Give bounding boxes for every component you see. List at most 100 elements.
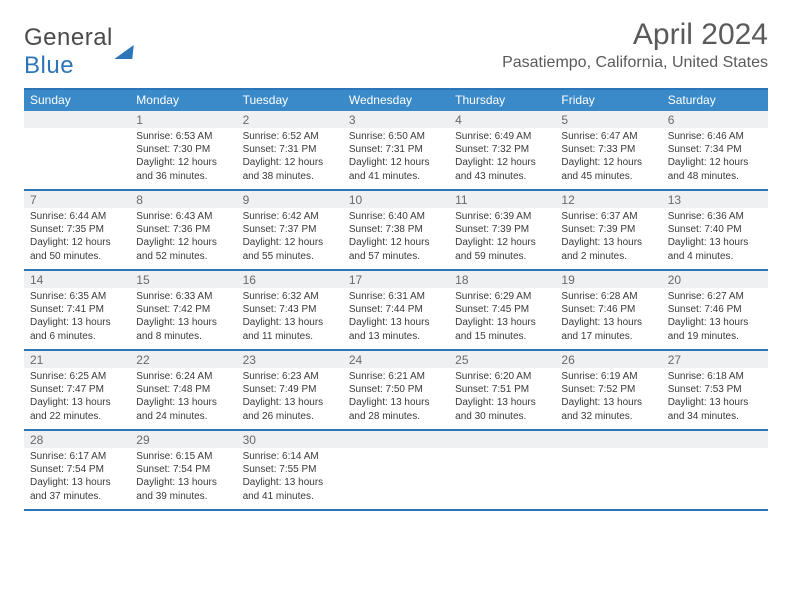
daylight-text: Daylight: 12 hours and 57 minutes.	[349, 236, 443, 262]
day-body: Sunrise: 6:44 AMSunset: 7:35 PMDaylight:…	[24, 208, 130, 267]
day-number: 26	[555, 351, 661, 368]
sunrise-text: Sunrise: 6:52 AM	[243, 130, 337, 143]
sunset-text: Sunset: 7:40 PM	[668, 223, 762, 236]
day-body: Sunrise: 6:15 AMSunset: 7:54 PMDaylight:…	[130, 448, 236, 507]
day-number: 22	[130, 351, 236, 368]
sunrise-text: Sunrise: 6:42 AM	[243, 210, 337, 223]
sunset-text: Sunset: 7:46 PM	[561, 303, 655, 316]
day-cell: 26Sunrise: 6:19 AMSunset: 7:52 PMDayligh…	[555, 351, 661, 429]
daylight-text: Daylight: 12 hours and 59 minutes.	[455, 236, 549, 262]
daylight-text: Daylight: 12 hours and 48 minutes.	[668, 156, 762, 182]
daylight-text: Daylight: 12 hours and 50 minutes.	[30, 236, 124, 262]
sunset-text: Sunset: 7:39 PM	[455, 223, 549, 236]
day-number: 3	[343, 111, 449, 128]
day-number: 24	[343, 351, 449, 368]
sunset-text: Sunset: 7:44 PM	[349, 303, 443, 316]
month-title: April 2024	[502, 18, 768, 52]
day-body	[343, 448, 449, 454]
day-cell: 15Sunrise: 6:33 AMSunset: 7:42 PMDayligh…	[130, 271, 236, 349]
day-number: 28	[24, 431, 130, 448]
day-number: 25	[449, 351, 555, 368]
sunrise-text: Sunrise: 6:32 AM	[243, 290, 337, 303]
daylight-text: Daylight: 13 hours and 6 minutes.	[30, 316, 124, 342]
day-cell: 27Sunrise: 6:18 AMSunset: 7:53 PMDayligh…	[662, 351, 768, 429]
daylight-text: Daylight: 13 hours and 13 minutes.	[349, 316, 443, 342]
daylight-text: Daylight: 13 hours and 4 minutes.	[668, 236, 762, 262]
sunset-text: Sunset: 7:31 PM	[243, 143, 337, 156]
weekday-fri: Friday	[555, 90, 661, 111]
day-body: Sunrise: 6:53 AMSunset: 7:30 PMDaylight:…	[130, 128, 236, 187]
weekday-wed: Wednesday	[343, 90, 449, 111]
day-number: 10	[343, 191, 449, 208]
day-cell: 3Sunrise: 6:50 AMSunset: 7:31 PMDaylight…	[343, 111, 449, 189]
daylight-text: Daylight: 13 hours and 22 minutes.	[30, 396, 124, 422]
sunrise-text: Sunrise: 6:28 AM	[561, 290, 655, 303]
location-text: Pasatiempo, California, United States	[502, 54, 768, 72]
day-cell: 5Sunrise: 6:47 AMSunset: 7:33 PMDaylight…	[555, 111, 661, 189]
sunset-text: Sunset: 7:31 PM	[349, 143, 443, 156]
sunrise-text: Sunrise: 6:37 AM	[561, 210, 655, 223]
day-number: 7	[24, 191, 130, 208]
day-body: Sunrise: 6:25 AMSunset: 7:47 PMDaylight:…	[24, 368, 130, 427]
day-number: 6	[662, 111, 768, 128]
daylight-text: Daylight: 13 hours and 15 minutes.	[455, 316, 549, 342]
day-cell: 18Sunrise: 6:29 AMSunset: 7:45 PMDayligh…	[449, 271, 555, 349]
day-body: Sunrise: 6:50 AMSunset: 7:31 PMDaylight:…	[343, 128, 449, 187]
day-body: Sunrise: 6:47 AMSunset: 7:33 PMDaylight:…	[555, 128, 661, 187]
day-number: 12	[555, 191, 661, 208]
day-cell: 28Sunrise: 6:17 AMSunset: 7:54 PMDayligh…	[24, 431, 130, 509]
sunrise-text: Sunrise: 6:46 AM	[668, 130, 762, 143]
day-cell: 25Sunrise: 6:20 AMSunset: 7:51 PMDayligh…	[449, 351, 555, 429]
day-number: 27	[662, 351, 768, 368]
sunset-text: Sunset: 7:51 PM	[455, 383, 549, 396]
day-cell: 4Sunrise: 6:49 AMSunset: 7:32 PMDaylight…	[449, 111, 555, 189]
weekday-sun: Sunday	[24, 90, 130, 111]
daylight-text: Daylight: 12 hours and 41 minutes.	[349, 156, 443, 182]
day-cell: 20Sunrise: 6:27 AMSunset: 7:46 PMDayligh…	[662, 271, 768, 349]
sunset-text: Sunset: 7:52 PM	[561, 383, 655, 396]
day-body: Sunrise: 6:49 AMSunset: 7:32 PMDaylight:…	[449, 128, 555, 187]
title-block: April 2024 Pasatiempo, California, Unite…	[502, 18, 768, 72]
day-number: 5	[555, 111, 661, 128]
day-number: 11	[449, 191, 555, 208]
page: GeneralBlue April 2024 Pasatiempo, Calif…	[0, 0, 792, 521]
day-body: Sunrise: 6:23 AMSunset: 7:49 PMDaylight:…	[237, 368, 343, 427]
day-cell	[555, 431, 661, 509]
weekday-row: Sunday Monday Tuesday Wednesday Thursday…	[24, 90, 768, 111]
day-cell: 30Sunrise: 6:14 AMSunset: 7:55 PMDayligh…	[237, 431, 343, 509]
day-cell: 21Sunrise: 6:25 AMSunset: 7:47 PMDayligh…	[24, 351, 130, 429]
daylight-text: Daylight: 13 hours and 30 minutes.	[455, 396, 549, 422]
sunrise-text: Sunrise: 6:39 AM	[455, 210, 549, 223]
sunset-text: Sunset: 7:47 PM	[30, 383, 124, 396]
day-body: Sunrise: 6:19 AMSunset: 7:52 PMDaylight:…	[555, 368, 661, 427]
day-number: 4	[449, 111, 555, 128]
day-number	[24, 111, 130, 128]
daylight-text: Daylight: 13 hours and 11 minutes.	[243, 316, 337, 342]
day-number: 20	[662, 271, 768, 288]
day-cell: 11 Sunrise: 6:39 AMSunset: 7:39 PMDayligh…	[449, 191, 555, 269]
day-number	[343, 431, 449, 448]
logo-text-gray: General	[24, 24, 113, 51]
day-body	[24, 128, 130, 134]
day-body: Sunrise: 6:28 AMSunset: 7:46 PMDaylight:…	[555, 288, 661, 347]
daylight-text: Daylight: 13 hours and 34 minutes.	[668, 396, 762, 422]
day-number: 23	[237, 351, 343, 368]
sunrise-text: Sunrise: 6:14 AM	[243, 450, 337, 463]
sunrise-text: Sunrise: 6:25 AM	[30, 370, 124, 383]
sunset-text: Sunset: 7:53 PM	[668, 383, 762, 396]
day-cell: 24Sunrise: 6:21 AMSunset: 7:50 PMDayligh…	[343, 351, 449, 429]
sunset-text: Sunset: 7:43 PM	[243, 303, 337, 316]
sunset-text: Sunset: 7:50 PM	[349, 383, 443, 396]
day-number: 1	[130, 111, 236, 128]
sunset-text: Sunset: 7:37 PM	[243, 223, 337, 236]
day-cell: 13Sunrise: 6:36 AMSunset: 7:40 PMDayligh…	[662, 191, 768, 269]
sunrise-text: Sunrise: 6:15 AM	[136, 450, 230, 463]
day-cell: 2Sunrise: 6:52 AMSunset: 7:31 PMDaylight…	[237, 111, 343, 189]
sunset-text: Sunset: 7:38 PM	[349, 223, 443, 236]
day-cell	[662, 431, 768, 509]
sunset-text: Sunset: 7:48 PM	[136, 383, 230, 396]
daylight-text: Daylight: 13 hours and 19 minutes.	[668, 316, 762, 342]
daylight-text: Daylight: 13 hours and 17 minutes.	[561, 316, 655, 342]
sunset-text: Sunset: 7:55 PM	[243, 463, 337, 476]
day-cell: 19Sunrise: 6:28 AMSunset: 7:46 PMDayligh…	[555, 271, 661, 349]
